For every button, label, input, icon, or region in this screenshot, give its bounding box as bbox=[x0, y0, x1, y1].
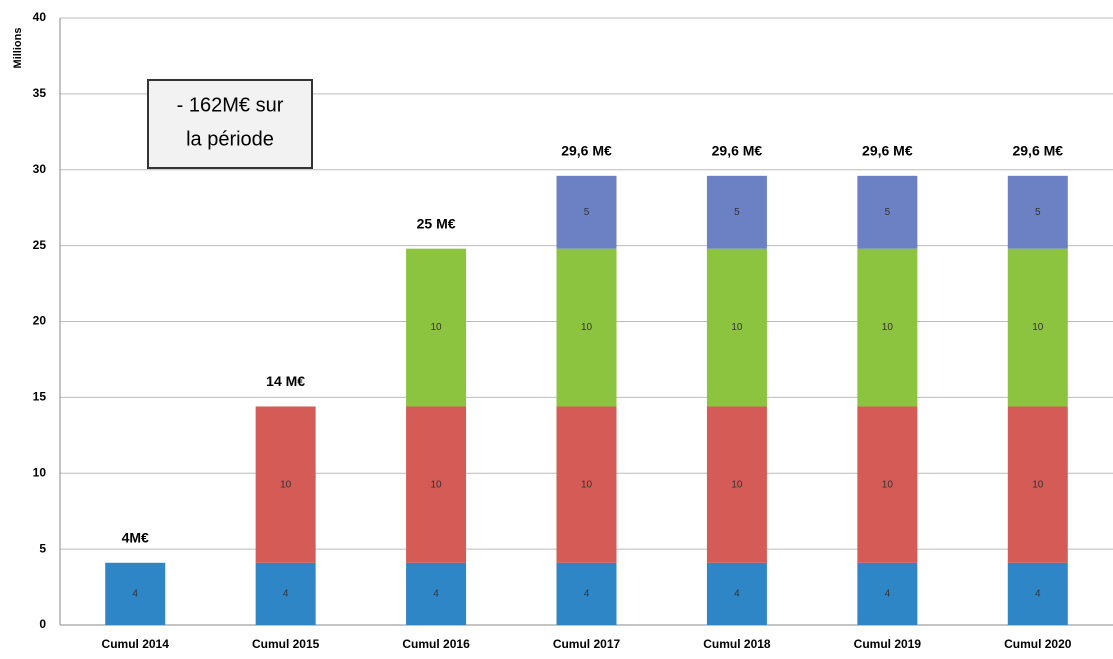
x-tick-label: Cumul 2014 bbox=[102, 637, 170, 651]
bar-segment bbox=[105, 562, 166, 625]
x-tick-label: Cumul 2015 bbox=[252, 637, 320, 651]
segment-label: 10 bbox=[431, 479, 443, 490]
segment-label: 10 bbox=[731, 479, 743, 490]
total-label: 25 M€ bbox=[417, 215, 456, 231]
segment-label: 10 bbox=[882, 479, 894, 490]
bar-segment bbox=[706, 406, 767, 563]
bar-segment bbox=[556, 406, 617, 563]
segment-label: 10 bbox=[581, 322, 593, 333]
segment-label: 10 bbox=[431, 322, 443, 333]
segment-label: 10 bbox=[731, 322, 743, 333]
segment-label: 5 bbox=[584, 207, 590, 218]
bar-segment bbox=[406, 406, 467, 563]
segment-label: 4 bbox=[1035, 589, 1041, 600]
bar-segment bbox=[857, 248, 918, 407]
y-tick-label: 40 bbox=[33, 10, 47, 24]
x-tick-label: Cumul 2020 bbox=[1004, 637, 1072, 651]
bar-segment bbox=[857, 562, 918, 625]
total-label: 14 M€ bbox=[266, 373, 305, 389]
segment-label: 10 bbox=[1032, 479, 1044, 490]
segment-label: 10 bbox=[280, 479, 292, 490]
y-tick-label: 0 bbox=[39, 617, 46, 631]
total-label: 29,6 M€ bbox=[1012, 143, 1063, 159]
total-label: 4M€ bbox=[122, 529, 149, 545]
y-tick-label: 35 bbox=[33, 86, 47, 100]
bar-segment bbox=[857, 175, 918, 249]
bar-segment bbox=[556, 175, 617, 249]
y-tick-label: 25 bbox=[33, 238, 47, 252]
bar-segment bbox=[1007, 248, 1068, 407]
x-tick-label: Cumul 2016 bbox=[402, 637, 470, 651]
segment-label: 5 bbox=[734, 207, 740, 218]
segment-label: 10 bbox=[882, 322, 894, 333]
segment-label: 4 bbox=[283, 589, 289, 600]
bar-segment bbox=[255, 406, 316, 563]
y-tick-label: 20 bbox=[33, 314, 47, 328]
total-label: 29,6 M€ bbox=[712, 143, 763, 159]
y-tick-label: 5 bbox=[39, 541, 46, 555]
bar-segment bbox=[706, 248, 767, 407]
x-tick-label: Cumul 2019 bbox=[854, 637, 922, 651]
segment-label: 4 bbox=[734, 589, 740, 600]
segment-label: 5 bbox=[1035, 207, 1041, 218]
y-tick-label: 30 bbox=[33, 162, 47, 176]
segment-label: 4 bbox=[885, 589, 891, 600]
y-tick-label: 15 bbox=[33, 390, 47, 404]
segment-label: 10 bbox=[1032, 322, 1044, 333]
annotation-box bbox=[147, 79, 313, 169]
annotation-text: - 162M€ sur bbox=[177, 94, 284, 116]
segment-label: 10 bbox=[581, 479, 593, 490]
segment-label: 4 bbox=[584, 589, 590, 600]
segment-label: 5 bbox=[885, 207, 891, 218]
x-tick-label: Cumul 2018 bbox=[703, 637, 771, 651]
annotation-text: la période bbox=[186, 128, 274, 150]
segment-label: 4 bbox=[433, 589, 439, 600]
y-tick-label: 10 bbox=[33, 465, 47, 479]
bar-segment bbox=[1007, 406, 1068, 563]
total-label: 29,6 M€ bbox=[561, 143, 612, 159]
total-label: 29,6 M€ bbox=[862, 143, 913, 159]
bar-segment bbox=[406, 562, 467, 625]
bar-segment bbox=[255, 562, 316, 625]
bar-segment bbox=[556, 248, 617, 407]
segment-label: 4 bbox=[132, 589, 138, 600]
y-axis-label: Millions bbox=[12, 28, 24, 69]
bar-segment bbox=[556, 562, 617, 625]
bar-segment bbox=[406, 248, 467, 407]
bar-segment bbox=[706, 175, 767, 249]
bar-segment bbox=[857, 406, 918, 563]
bar-segment bbox=[1007, 562, 1068, 625]
x-tick-label: Cumul 2017 bbox=[553, 637, 621, 651]
bar-segment bbox=[706, 562, 767, 625]
bar-segment bbox=[1007, 175, 1068, 249]
